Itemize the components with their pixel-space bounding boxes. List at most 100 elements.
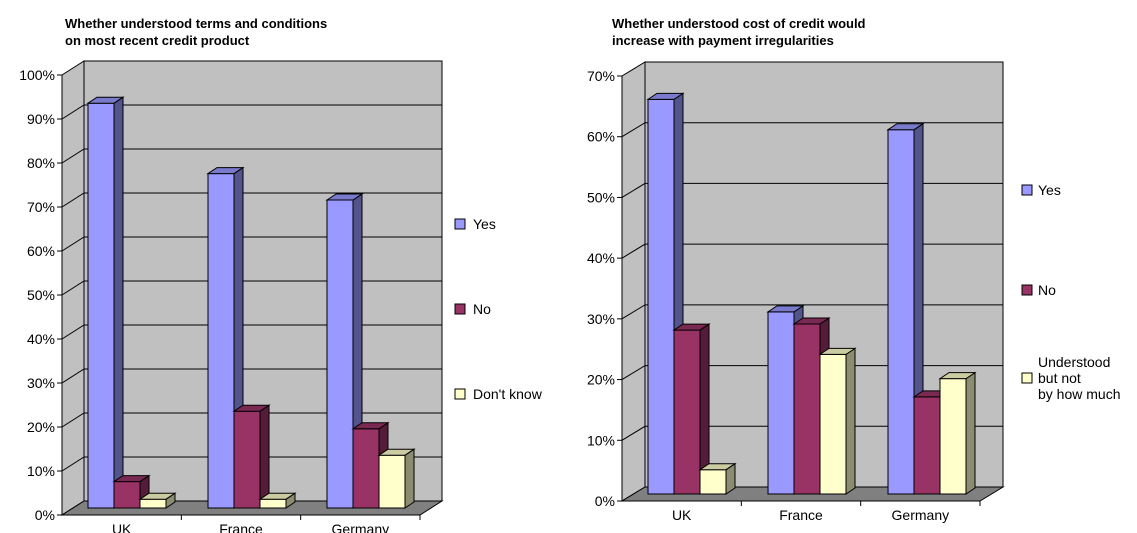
chart-left: Whether understood terms and conditions … (19, 15, 543, 533)
x-tick-label: Germany (332, 521, 390, 533)
gridline (61, 236, 442, 252)
bar-uk-series-3 (138, 492, 177, 509)
gridline (621, 304, 1003, 320)
bar-germany-series-3 (377, 448, 416, 509)
x-tick-label: UK (112, 521, 132, 533)
bar-side (113, 96, 124, 509)
bar-uk-series-2 (672, 323, 711, 495)
bar-front (673, 329, 701, 495)
legend-label: Don't know (473, 386, 543, 402)
bar-uk-series-3 (698, 462, 737, 495)
bar-france-series-2 (232, 404, 271, 509)
y-tick-label: 10% (587, 432, 615, 448)
chart-title: Whether understood cost of credit would … (612, 15, 866, 49)
legend-label: Understood but not by how much (1038, 354, 1120, 402)
y-tick-label: 80% (27, 155, 55, 171)
bar-germany-series-1 (325, 193, 364, 509)
gridline (61, 104, 442, 120)
y-tick-label: 100% (19, 67, 55, 83)
gridline (61, 412, 442, 428)
bar-front (699, 469, 727, 495)
gridline (621, 122, 1003, 138)
bar-top (325, 193, 364, 201)
bar-top (112, 475, 151, 483)
y-tick-label: 60% (587, 129, 615, 145)
y-tick-label: 20% (587, 372, 615, 388)
bar-front (887, 129, 915, 495)
y-tick-label: 90% (27, 111, 55, 127)
gridline (61, 456, 442, 472)
y-tick-label: 50% (587, 189, 615, 205)
y-tick-label: 30% (587, 311, 615, 327)
bar-front (207, 173, 235, 509)
bar-front (767, 311, 795, 495)
chart-right: Whether understood cost of credit would … (570, 0, 1137, 533)
bar-top (351, 422, 390, 430)
chart-title-line-2: on most recent credit product (65, 33, 250, 48)
gridline (621, 182, 1003, 198)
x-tick-label: UK (672, 507, 692, 523)
bar-front (939, 378, 967, 495)
bar-top (377, 448, 416, 456)
y-tick-label: 60% (27, 243, 55, 259)
bar-france-series-3 (258, 492, 297, 509)
chart-side-wall (621, 61, 646, 502)
bar-germany-series-1 (886, 122, 925, 495)
bar-top (206, 167, 245, 175)
bar-top (646, 92, 685, 100)
bar-top (886, 123, 925, 131)
bar-top (258, 492, 297, 500)
chart-title-line-1: Whether understood cost of credit would (612, 16, 866, 31)
y-tick-label: 20% (27, 419, 55, 435)
bar-front (326, 199, 354, 509)
legend-swatch (1021, 284, 1033, 296)
bar-front (793, 323, 821, 495)
bar-top (698, 463, 737, 471)
chart-title-line-2: increase with payment irregularities (612, 33, 834, 48)
legend-label: No (1038, 282, 1056, 298)
bar-top (938, 372, 977, 380)
y-tick-label: 40% (587, 250, 615, 266)
bar-uk-series-1 (86, 96, 125, 509)
bar-top (792, 317, 831, 325)
legend-label: No (473, 301, 491, 317)
y-tick-label: 0% (595, 493, 615, 509)
legend-swatch (454, 303, 466, 315)
gridline (61, 280, 442, 296)
bar-top (232, 404, 271, 412)
bar-front (819, 353, 847, 495)
gridline (621, 425, 1003, 441)
bar-side (845, 347, 856, 495)
bar-front (352, 428, 380, 509)
y-tick-label: 70% (27, 199, 55, 215)
bar-side (404, 448, 415, 509)
chart-plot: 0% 10% 20% 30% 40% 50% 60% 70% UK France Germany Ye… (587, 61, 1120, 523)
legend-label: Yes (473, 216, 496, 232)
bar-front (233, 410, 261, 509)
gridline (61, 148, 442, 164)
bar-front (87, 102, 115, 509)
legend-swatch (454, 218, 466, 230)
bar-top (86, 96, 125, 104)
legend-swatch (1021, 372, 1033, 384)
bar-top (138, 492, 177, 500)
bar-france-series-3 (818, 347, 857, 495)
bar-front (259, 498, 287, 509)
bar-top (818, 347, 857, 355)
chart-plot: 0% 10% 20% 30% 40% 50% 60% 70% 80% 90% 100% UK Franc… (19, 60, 543, 533)
bar-front (139, 498, 167, 509)
bar-germany-series-3 (938, 371, 977, 495)
y-tick-label: 30% (27, 375, 55, 391)
bar-front (378, 454, 406, 509)
y-tick-label: 0% (35, 507, 55, 523)
bar-side (965, 371, 976, 495)
bar-side (259, 404, 270, 509)
bar-front (647, 98, 675, 495)
chart-title: Whether understood terms and conditions … (65, 15, 327, 49)
y-tick-label: 70% (587, 68, 615, 84)
gridline (621, 243, 1003, 259)
legend-label: Yes (1038, 182, 1061, 198)
chart-title-line-1: Whether understood terms and conditions (65, 16, 328, 31)
y-tick-label: 50% (27, 287, 55, 303)
y-tick-label: 10% (27, 463, 55, 479)
